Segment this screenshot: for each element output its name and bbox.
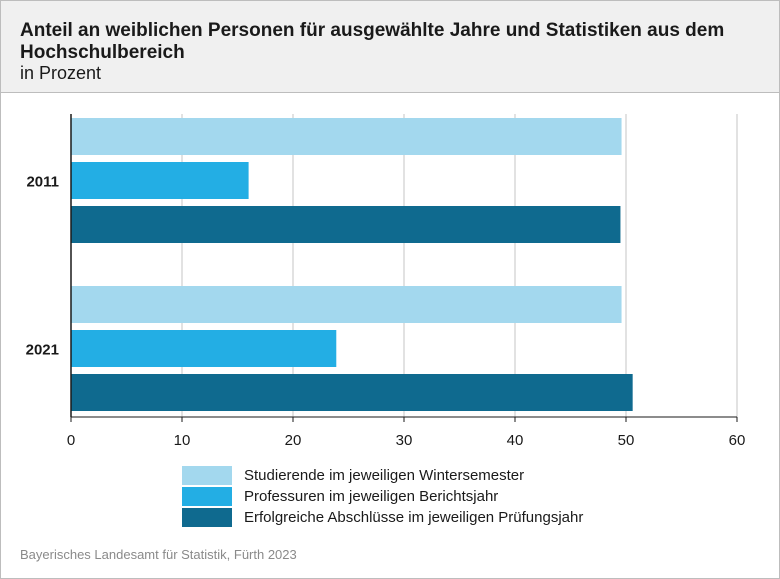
bar [71, 330, 337, 367]
legend-label: Professuren im jeweiligen Berichtsjahr [244, 488, 499, 505]
chart-subtitle: in Prozent [20, 63, 102, 83]
legend-swatch [182, 466, 232, 485]
legend-item: Studierende im jeweiligen Wintersemester [182, 465, 583, 486]
category-label: 2011 [26, 174, 59, 191]
bar [71, 374, 633, 411]
bar [71, 206, 621, 243]
legend-swatch [182, 487, 232, 506]
x-tick-label: 50 [618, 432, 635, 449]
x-tick-label: 30 [396, 432, 413, 449]
legend-item: Professuren im jeweiligen Berichtsjahr [182, 486, 583, 507]
x-tick-label: 0 [67, 432, 75, 449]
bar [71, 286, 622, 323]
source-note: Bayerisches Landesamt für Statistik, Für… [20, 547, 297, 562]
x-tick-label: 60 [729, 432, 746, 449]
legend-label: Studierende im jeweiligen Wintersemester [244, 467, 525, 484]
legend-swatch [182, 508, 232, 527]
bar [71, 162, 249, 199]
chart-title: Anteil an weiblichen Personen für ausgew… [20, 20, 725, 63]
bar [71, 118, 622, 155]
x-tick-label: 40 [507, 432, 524, 449]
chart-header: Anteil an weiblichen Personen für ausgew… [1, 1, 779, 93]
chart-legend: Studierende im jeweiligen Wintersemester… [182, 465, 583, 528]
x-tick-label: 10 [174, 432, 191, 449]
category-label: 2021 [26, 342, 59, 359]
x-tick-label: 20 [285, 432, 302, 449]
legend-label: Erfolgreiche Abschlüsse im jeweiligen Pr… [244, 509, 584, 526]
legend-item: Erfolgreiche Abschlüsse im jeweiligen Pr… [182, 507, 583, 528]
